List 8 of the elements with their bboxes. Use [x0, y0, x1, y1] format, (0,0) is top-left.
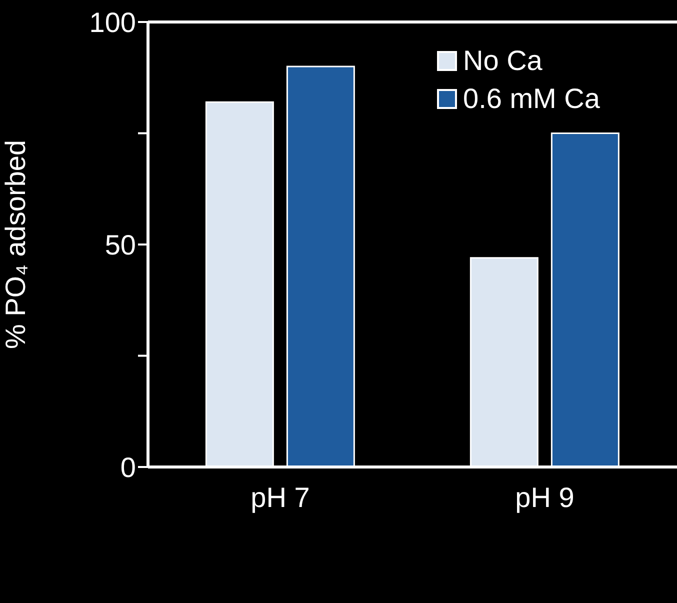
y-axis-title: % PO₄ adsorbed — [0, 140, 31, 350]
x-tick-label: pH 7 — [250, 482, 310, 513]
legend-label: 0.6 mM Ca — [463, 83, 600, 115]
y-tick-label: 100 — [89, 6, 136, 38]
y-tick-label: 50 — [104, 229, 136, 260]
legend-label: No Ca — [463, 45, 542, 77]
y-tick-label: 0 — [120, 452, 136, 483]
x-tick-label: pH 9 — [515, 482, 574, 513]
